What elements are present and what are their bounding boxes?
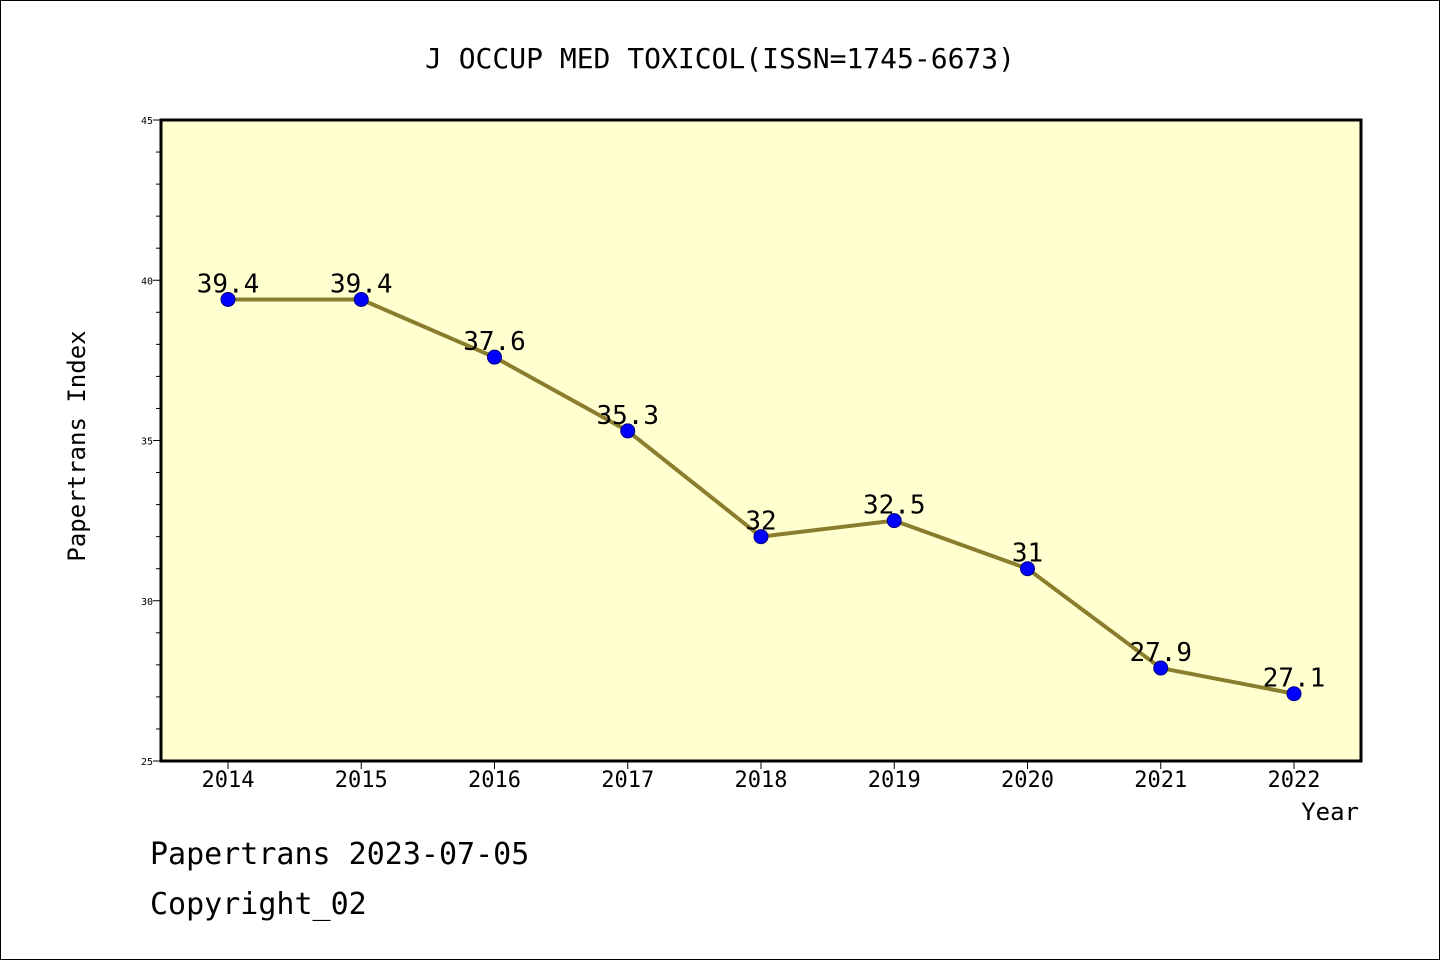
x-tick-label: 2022 (1268, 768, 1321, 793)
x-tick-label: 2020 (1001, 768, 1054, 793)
data-point (1286, 686, 1302, 702)
y-tick-label: 45 (141, 116, 153, 127)
x-axis-ticks: 2014 2015 2016 2017 2018 2019 2020 2021 2022 (202, 761, 1321, 793)
y-tick-label: 30 (141, 597, 153, 608)
x-tick-label: 2019 (868, 768, 921, 793)
x-tick-label: 2018 (735, 768, 788, 793)
y-axis-ticks: 25 30 35 40 45 (141, 116, 161, 768)
y-axis-label: Papertrans Index (63, 330, 91, 561)
footer-copyright: Copyright_02 (150, 887, 367, 922)
data-point (353, 291, 369, 307)
x-tick-label: 2017 (601, 768, 654, 793)
y-tick-label: 35 (141, 437, 153, 448)
data-point (487, 349, 502, 365)
y-tick-label: 25 (141, 757, 153, 768)
data-point (1020, 561, 1035, 577)
data-point (220, 291, 236, 307)
x-tick-label: 2014 (202, 768, 255, 793)
x-tick-label: 2015 (335, 768, 388, 793)
chart-title: J OCCUP MED TOXICOL(ISSN=1745-6673) (425, 42, 1015, 75)
y-axis-minor-ticks (156, 151, 161, 730)
plot-area (159, 118, 1363, 763)
y-tick-label: 40 (141, 276, 153, 287)
x-axis-label: Year (1301, 798, 1359, 826)
data-point (886, 513, 902, 529)
data-point (620, 423, 636, 439)
footer-date: Papertrans 2023-07-05 (150, 837, 529, 872)
data-point (753, 529, 769, 545)
data-point (1153, 660, 1169, 676)
x-tick-label: 2016 (468, 768, 521, 793)
x-tick-label: 2021 (1134, 768, 1187, 793)
